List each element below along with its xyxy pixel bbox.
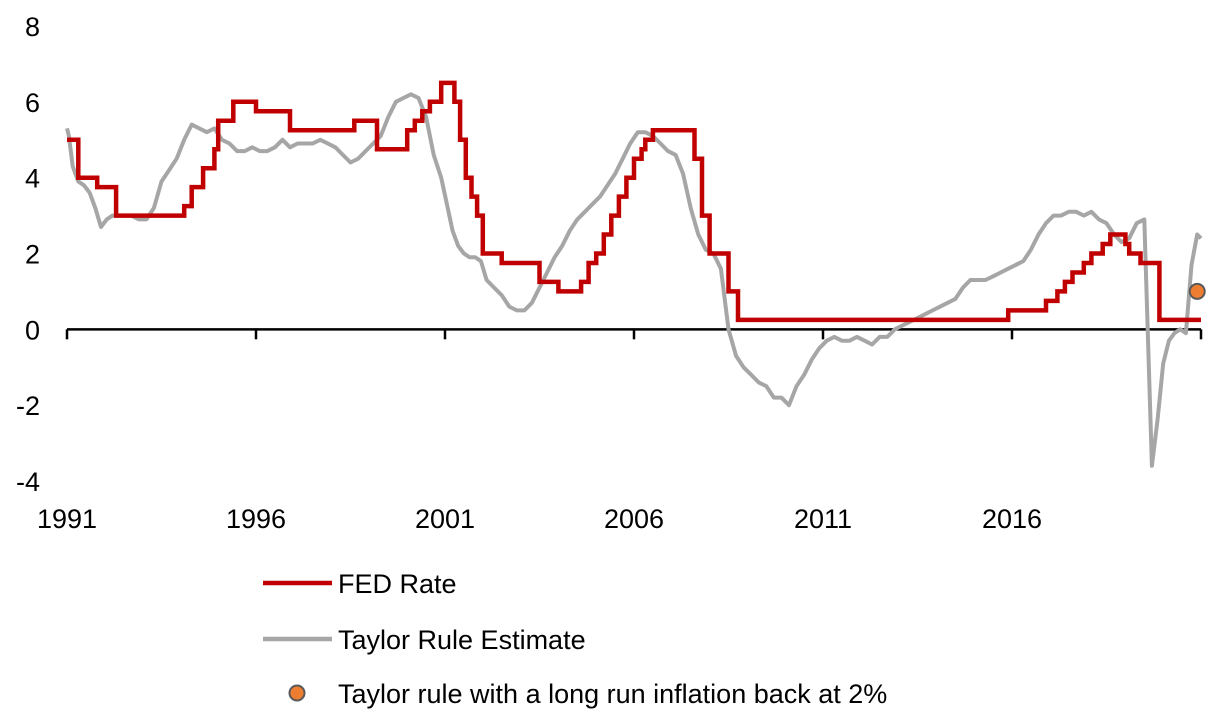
y-tick-label: -2 (16, 391, 40, 421)
y-tick-label: -4 (16, 467, 40, 497)
x-tick-label: 2011 (794, 504, 852, 534)
y-tick-label: 6 (25, 88, 40, 118)
series-point-long-run (1188, 282, 1206, 300)
legend-swatch-long-run-dot (288, 684, 306, 702)
y-tick-label: 4 (25, 164, 40, 194)
x-tick-label: 1996 (226, 504, 286, 534)
x-tick-labels: 1991 1996 2001 2006 2011 2016 (37, 504, 1042, 534)
legend-label-taylor-rule: Taylor Rule Estimate (338, 625, 586, 655)
legend: FED Rate Taylor Rule Estimate Taylor rul… (263, 569, 887, 709)
legend-label-long-run: Taylor rule with a long run inflation ba… (338, 679, 887, 709)
series-line-fed-rate (67, 80, 1201, 323)
series-line-taylor-rule (65, 92, 1203, 468)
x-tick-label: 2016 (982, 504, 1042, 534)
x-tick-label: 2006 (604, 504, 664, 534)
legend-label-fed-rate: FED Rate (338, 569, 457, 599)
x-tick-label: 2001 (415, 504, 475, 534)
y-tick-label: 8 (25, 12, 40, 42)
x-tick-marks (65, 329, 1203, 340)
series-layer (65, 80, 1206, 468)
x-tick-label: 1991 (37, 504, 97, 534)
y-tick-label: 0 (25, 315, 40, 345)
y-tick-labels: -4 -2 0 2 4 6 8 (16, 12, 40, 497)
y-tick-label: 2 (25, 240, 40, 270)
